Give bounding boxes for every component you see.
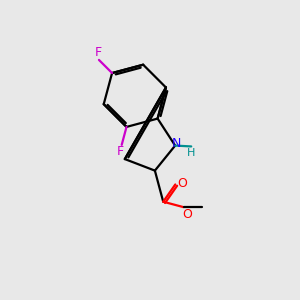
Text: O: O	[182, 208, 192, 220]
Text: N: N	[172, 137, 181, 150]
Text: F: F	[95, 46, 102, 59]
Text: F: F	[117, 145, 124, 158]
Text: H: H	[187, 148, 195, 158]
Text: O: O	[177, 177, 187, 190]
